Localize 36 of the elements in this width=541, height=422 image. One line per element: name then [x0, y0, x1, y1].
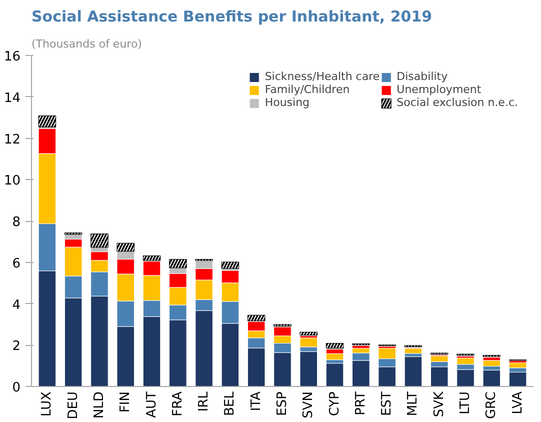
- x-tick-label: LVA: [510, 391, 526, 414]
- x-tick-label: FRA: [170, 391, 186, 416]
- y-tick-label: 2: [12, 339, 21, 354]
- x-tick-label: ITA: [248, 391, 264, 412]
- legend-label: Disability: [396, 70, 448, 83]
- y-tick-label: 0: [12, 380, 21, 396]
- legend-label: Social exclusion n.e.c.: [396, 96, 518, 109]
- x-tick-label: DEU: [66, 391, 81, 420]
- y-tick-label: 6: [12, 256, 21, 272]
- legend-label: Sickness/Health care: [264, 70, 380, 83]
- legend-label: Unemployment: [396, 83, 482, 96]
- y-tick-label: 8: [12, 215, 21, 230]
- chart-subtitle: (Thousands of euro): [32, 38, 142, 50]
- x-tick-label: AUT: [144, 391, 160, 418]
- chart-title: Social Assistance Benefits per Inhabitant, 2019: [32, 8, 432, 26]
- x-tick-label: MLT: [406, 391, 421, 416]
- y-tick-label: 12: [4, 132, 21, 148]
- x-tick-label: IRL: [196, 390, 212, 412]
- y-tick-label: 10: [4, 174, 21, 189]
- x-tick-label: CYP: [327, 391, 342, 416]
- x-tick-label: NLD: [92, 391, 107, 418]
- y-tick-label: 16: [4, 50, 21, 64]
- y-tick-label: 4: [12, 298, 21, 313]
- x-tick-label: PRT: [353, 391, 368, 416]
- x-tick-label: LTU: [458, 391, 474, 414]
- legend-label: Housing: [264, 96, 310, 109]
- legend-label: Family/Children: [264, 83, 350, 96]
- x-tick-label: FIN: [118, 391, 134, 413]
- x-tick-label: BEL: [222, 390, 238, 416]
- x-tick-label: SVK: [432, 391, 447, 418]
- y-tick-label: 14: [4, 90, 21, 106]
- x-tick-label: EST: [380, 391, 395, 416]
- x-tick-label: GRC: [484, 391, 500, 420]
- x-tick-label: LUX: [40, 391, 55, 417]
- x-tick-label: SVN: [301, 391, 316, 418]
- x-tick-label: ESP: [275, 391, 290, 416]
